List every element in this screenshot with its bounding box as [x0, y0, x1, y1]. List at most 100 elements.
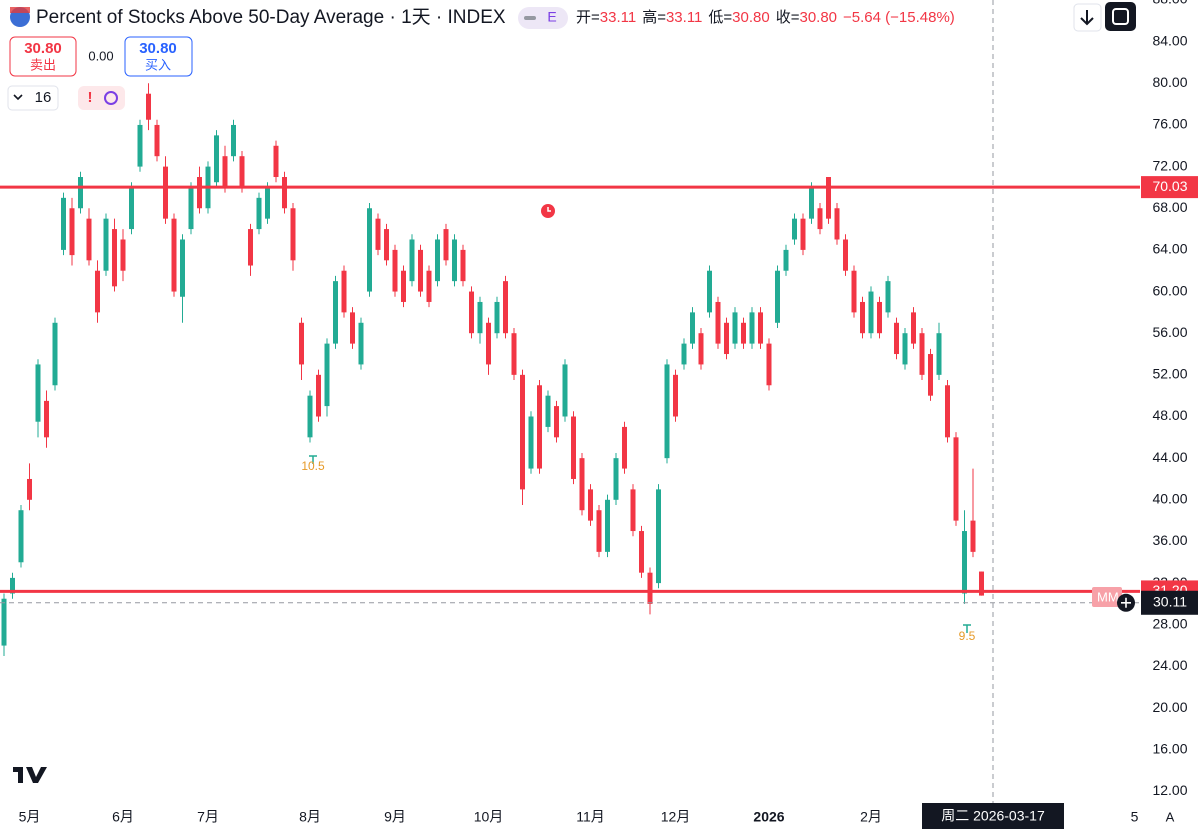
- ohlc-open: 33.11: [600, 9, 636, 26]
- buy-button[interactable]: [124, 36, 193, 77]
- fullscreen-button[interactable]: [1105, 2, 1136, 31]
- candle-body: [248, 229, 253, 266]
- candle-body: [834, 208, 840, 240]
- candle-body: [316, 374, 321, 417]
- candle-body: [605, 499, 610, 552]
- x-tick-label: 8月: [299, 809, 321, 825]
- candle-body: [894, 322, 899, 355]
- candle-body: [426, 270, 432, 302]
- candle-body: [10, 577, 15, 594]
- candle-body: [962, 531, 967, 594]
- candle-body: [112, 229, 117, 287]
- x-tick-label: 11月: [576, 809, 605, 825]
- chart-title: Percent of Stocks Above 50-Day Average ·…: [36, 7, 506, 28]
- price-axis: [1140, 0, 1199, 833]
- candle-body: [486, 322, 491, 365]
- indicator-toggle[interactable]: [7, 85, 59, 111]
- candle-body: [851, 270, 857, 313]
- crosshair-date: 周二 2026-03-17: [941, 808, 1045, 824]
- candle-body: [656, 489, 661, 584]
- candle-body: [545, 395, 551, 427]
- y-tick-label: 56.00: [1152, 324, 1187, 340]
- candle-body: [596, 510, 602, 552]
- candle-body: [766, 343, 772, 386]
- candle-body: [358, 322, 364, 365]
- candle-body: [95, 270, 100, 313]
- y-tick-label: 88.00: [1152, 0, 1187, 7]
- candle-body: [197, 177, 202, 209]
- candle-body: [579, 458, 585, 511]
- candle-body: [256, 197, 262, 230]
- candle-body: [690, 312, 695, 344]
- candle-body: [367, 208, 372, 292]
- candle-body: [163, 166, 168, 219]
- candle-body: [146, 93, 151, 120]
- candle-body: [630, 489, 636, 532]
- x-tick-label: 5月: [19, 809, 41, 825]
- candle-body: [511, 333, 517, 375]
- candle-body: [273, 145, 279, 178]
- scale-mode[interactable]: A: [1166, 809, 1175, 824]
- alarm-hands: [547, 207, 551, 212]
- candle-body: [528, 416, 534, 469]
- candle-body: [443, 229, 449, 261]
- fullscreen-icon: [1112, 8, 1129, 25]
- candle-body: [868, 291, 874, 334]
- candle-body: [231, 124, 236, 157]
- candle-body: [154, 124, 160, 157]
- candle-body: [537, 385, 542, 469]
- ohlc-low: 30.80: [732, 9, 770, 26]
- crosshair-date-box: [922, 803, 1064, 829]
- buy-price: 30.80: [139, 40, 177, 57]
- ohlc-change: −5.64 (−15.48%): [843, 9, 955, 26]
- x-tick-label: 7月: [197, 809, 219, 825]
- candle-body: [350, 312, 355, 344]
- ohlc-low-label: 低=: [708, 9, 732, 26]
- crosshair-price: 30.11: [1153, 593, 1187, 609]
- candle-body: [61, 197, 66, 250]
- y-tick-label: 64.00: [1152, 241, 1187, 257]
- candle-body: [307, 395, 313, 438]
- earnings-badge[interactable]: E: [547, 9, 556, 25]
- candle-body: [494, 301, 500, 334]
- candle-body: [741, 322, 746, 344]
- sell-button[interactable]: [9, 36, 77, 77]
- candle-body: [800, 218, 806, 250]
- candle-body: [749, 312, 755, 344]
- x-tick-label: 6月: [112, 809, 134, 825]
- candle-body: [188, 187, 194, 230]
- candle-body: [809, 187, 814, 219]
- crosshair-price-box: [1141, 590, 1198, 615]
- candle-body: [409, 239, 415, 282]
- candle-body: [826, 177, 831, 219]
- price-line-label: 70.03: [1152, 178, 1187, 194]
- candle-body: [588, 489, 593, 521]
- arrow-icon: [1080, 10, 1094, 26]
- candle-body: [1, 598, 7, 646]
- ohlc-close-label: 收=: [776, 9, 800, 26]
- candle-body: [44, 400, 49, 438]
- candle-body: [979, 571, 984, 596]
- candle-body: [86, 218, 92, 261]
- candle-body: [520, 374, 525, 490]
- logo: [13, 767, 47, 783]
- annotation-marker: [309, 455, 317, 464]
- indicator-count: 16: [35, 89, 52, 106]
- candle-body: [180, 239, 185, 297]
- candle-body: [664, 364, 670, 459]
- candle-body: [928, 354, 933, 396]
- ohlc-high-label: 高=: [642, 9, 666, 26]
- candle-body: [698, 333, 704, 365]
- candle-body: [290, 208, 296, 261]
- badge-pill: [518, 7, 568, 29]
- candle-body: [333, 281, 338, 344]
- candle-body: [817, 208, 823, 230]
- candle-body: [783, 249, 789, 271]
- candle-body: [282, 177, 287, 209]
- candle-body: [69, 208, 75, 256]
- candle-body: [911, 312, 916, 344]
- candle-body: [792, 218, 797, 240]
- candle-body: [953, 437, 959, 521]
- y-tick-label: 52.00: [1152, 366, 1187, 382]
- sell-label: 卖出: [30, 57, 56, 72]
